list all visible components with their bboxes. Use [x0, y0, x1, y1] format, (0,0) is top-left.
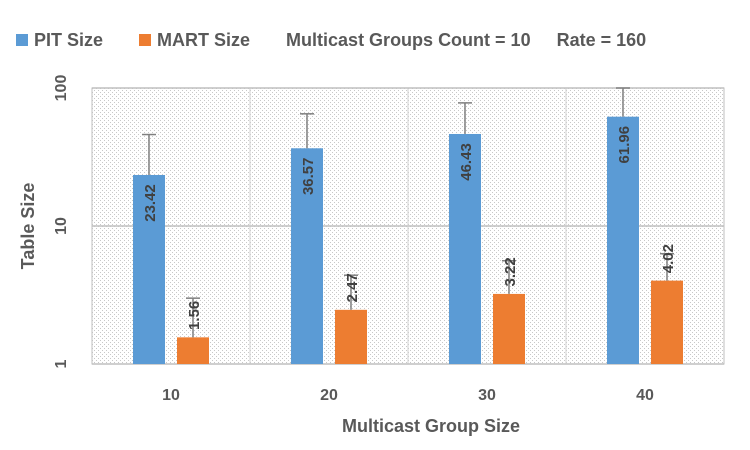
- pit-bar-10: [133, 174, 165, 364]
- bars: [133, 116, 683, 364]
- mart-data-label-30: 3.22: [502, 257, 519, 286]
- plot-border: [91, 87, 725, 365]
- mart-data-label-40: 4.02: [660, 244, 677, 273]
- pit-data-label-40: 61.96: [616, 126, 633, 164]
- pit-data-label-30: 46.43: [458, 143, 475, 181]
- legend: PIT Size MART Size Multicast Groups Coun…: [16, 28, 646, 52]
- pit-data-label-20: 36.57: [300, 158, 317, 196]
- mart-bar-40: [651, 280, 683, 364]
- pit-bar-30: [449, 133, 481, 364]
- mart-bar-20: [335, 309, 367, 364]
- mart-bar-10: [177, 337, 209, 364]
- error-bars: [142, 87, 674, 338]
- legend-swatch-pit: [16, 34, 28, 46]
- x-tick-label-1: 20: [320, 387, 338, 404]
- legend-item-pit: PIT Size: [16, 30, 103, 51]
- tick-labels: 1 10 100 10 20 30 40: [53, 75, 654, 404]
- x-axis-title: Multicast Group Size: [342, 416, 520, 436]
- pit-bar-20: [291, 148, 323, 364]
- mart-data-label-10: 1.56: [186, 301, 203, 330]
- x-tick-label-0: 10: [162, 387, 180, 404]
- annotation-rate: Rate = 160: [556, 29, 647, 50]
- annotation-groups-count: Multicast Groups Count = 10: [286, 29, 531, 50]
- data-labels: 23.42 36.57 46.43 61.96 1.56 2.47 3.22 4.02: [142, 126, 677, 330]
- y-tick-label-2: 100: [53, 75, 70, 102]
- pit-data-label-10: 23.42: [142, 184, 159, 222]
- x-tick-label-2: 30: [478, 387, 496, 404]
- legend-label-pit: PIT Size: [34, 29, 104, 50]
- mart-bar-30: [493, 293, 525, 364]
- x-tick-label-3: 40: [636, 387, 654, 404]
- y-axis-title: Table Size: [18, 183, 38, 270]
- legend-label-mart: MART Size: [157, 29, 251, 50]
- y-tick-label-1: 10: [53, 217, 70, 235]
- y-tick-label-0: 1: [53, 359, 70, 368]
- pit-bar-40: [607, 116, 639, 364]
- legend-item-mart: MART Size: [139, 30, 250, 51]
- mart-data-label-20: 2.47: [344, 273, 361, 302]
- legend-swatch-mart: [139, 34, 152, 46]
